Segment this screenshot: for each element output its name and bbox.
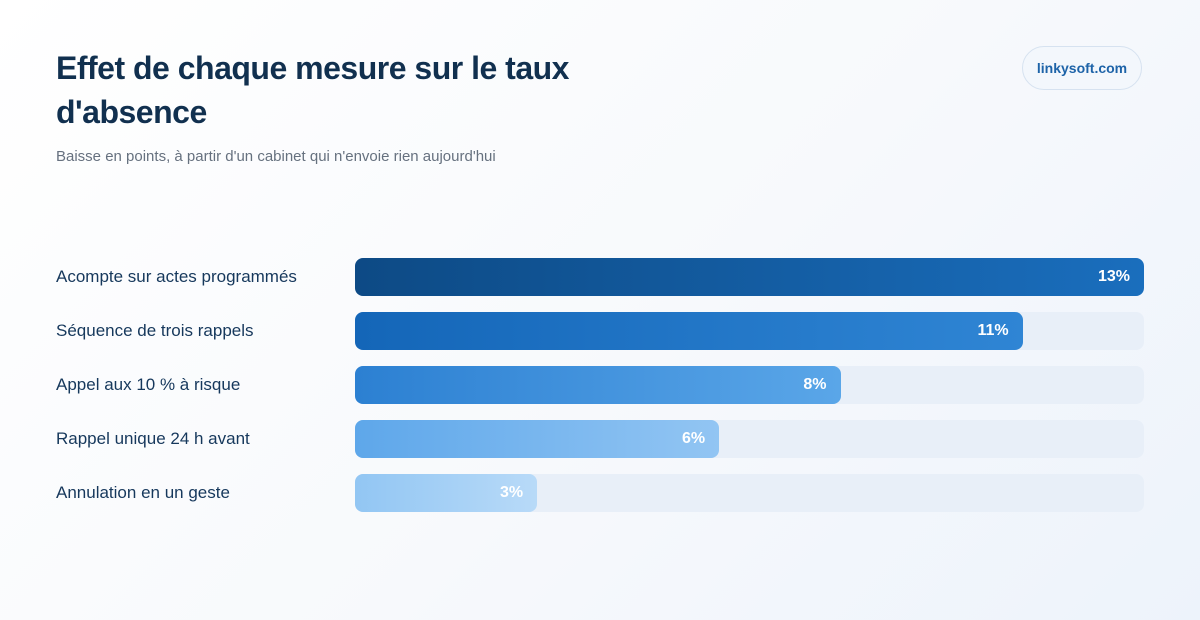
category-label: Séquence de trois rappels [56, 321, 254, 340]
bar[interactable]: 11% [355, 312, 1023, 350]
bar[interactable]: 13% [355, 258, 1144, 296]
bar-value-label: 13% [1097, 268, 1130, 285]
category-label: Acompte sur actes programmés [56, 267, 297, 286]
bar-value-label: 3% [499, 484, 524, 501]
bar[interactable]: 6% [355, 420, 720, 458]
bar[interactable]: 8% [355, 366, 841, 404]
chart-title: Effet de chaque mesure sur le taux d'abs… [56, 50, 569, 130]
bar-value-label: 8% [803, 376, 827, 393]
bar-track: 8% [355, 366, 1144, 404]
bar-track: 13% [355, 258, 1144, 296]
bar-value-label: 6% [682, 430, 706, 447]
category-label: Appel aux 10 % à risque [56, 375, 241, 394]
category-label: Annulation en un geste [56, 483, 230, 502]
category-label: Rappel unique 24 h avant [56, 429, 250, 448]
bar-track: 6% [355, 420, 1144, 458]
bar-track: 11% [355, 312, 1144, 350]
bar-value-label: 11% [977, 322, 1009, 339]
chart-subtitle: Baisse en points, à partir d'un cabinet … [56, 148, 496, 165]
brand-badge[interactable]: linkysoft.com [1022, 46, 1142, 90]
bar[interactable]: 3% [355, 474, 538, 512]
bar-track: 3% [355, 474, 1144, 512]
